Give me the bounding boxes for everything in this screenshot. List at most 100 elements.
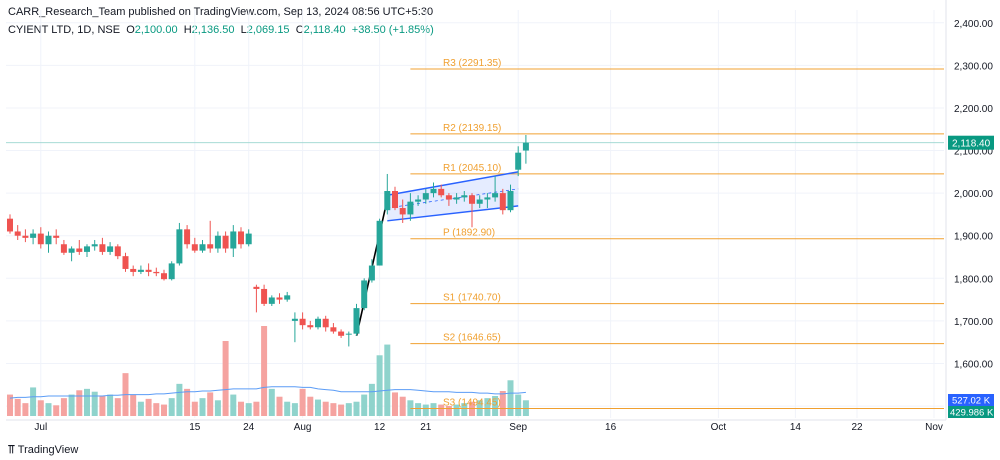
volume-bar — [238, 401, 244, 416]
price-tick-label: 2,400.00 — [954, 19, 993, 30]
volume-bars — [7, 326, 529, 416]
candle-body — [45, 235, 52, 245]
volume-bar — [130, 394, 137, 416]
volume-bar — [114, 398, 121, 416]
low-value: 2,069.15 — [246, 24, 290, 36]
volume-bar — [484, 398, 491, 416]
volume-bar — [37, 400, 44, 416]
candle-body — [453, 197, 460, 200]
candle-body — [384, 191, 391, 211]
grid — [6, 10, 944, 418]
pivot-label: S2 (1646.65) — [443, 333, 501, 344]
time-tick-label: Aug — [294, 422, 312, 433]
time-tick-label: 24 — [243, 422, 255, 433]
channel-fill — [387, 171, 519, 221]
volume-bar — [261, 326, 268, 416]
candle-body — [299, 318, 306, 326]
candle-body — [122, 256, 129, 269]
symbol-legend: CYIENT LTD, 1D, NSE O2,100.00 H2,136.50 … — [8, 24, 434, 36]
candle-body — [399, 208, 406, 215]
close-value: 2,118.40 — [303, 24, 346, 36]
candle-body — [361, 280, 368, 309]
open-label: O — [126, 24, 135, 36]
volume-bar — [76, 390, 83, 416]
candle-body — [91, 244, 98, 247]
candle-body — [207, 244, 214, 249]
volume-bar — [361, 394, 368, 416]
volume-bar — [330, 403, 337, 416]
volume-bar — [214, 400, 221, 416]
candle-body — [53, 235, 60, 238]
volume-bar — [207, 392, 214, 416]
volume-tag — [948, 406, 994, 418]
candle-body — [469, 195, 475, 204]
volume-bar — [276, 396, 283, 416]
last-price-tag — [948, 135, 994, 150]
candle-body — [322, 318, 329, 328]
low-label: L — [240, 24, 247, 36]
candle-body — [60, 244, 67, 253]
high-label: H — [183, 24, 192, 36]
candle-body — [507, 191, 514, 211]
candle-body — [345, 333, 352, 335]
volume-bar — [137, 401, 144, 416]
volume-bar — [307, 396, 314, 416]
channel-lower-line — [387, 205, 519, 222]
volume-bar — [499, 391, 506, 416]
volume-tag-label: 429.986 K — [950, 408, 994, 419]
volume-bar — [222, 341, 229, 416]
pivot-label: R3 (2291.35) — [443, 58, 501, 69]
volume-bar — [161, 404, 167, 416]
volume-bar — [253, 401, 260, 416]
candle-body — [76, 248, 83, 252]
candle-body — [14, 231, 21, 236]
time-tick-label: Nov — [925, 422, 943, 433]
high-value: 2,136.50 — [191, 24, 235, 36]
volume-bar — [507, 380, 514, 416]
tradingview-brand[interactable]: ⫪ TradingView — [8, 442, 78, 457]
candle-body — [315, 318, 321, 328]
candle-body — [137, 269, 144, 272]
last-price-tag-label: 2,118.40 — [952, 139, 991, 150]
candle-body — [191, 244, 198, 251]
candle-body — [245, 233, 252, 245]
volume-bar — [445, 406, 452, 416]
candle-body — [407, 201, 414, 215]
time-tick-label: 12 — [374, 422, 386, 433]
candle-body — [7, 218, 13, 232]
price-tick-label: 2,300.00 — [954, 61, 993, 72]
volume-bar — [230, 394, 237, 416]
open-value: 2,100.00 — [134, 24, 178, 36]
pivot-lines: R3 (2291.35) R2 (2139.15) R1 (2045.10) P (1… — [6, 58, 944, 409]
volume-bar — [315, 399, 321, 416]
volume-bar — [353, 401, 360, 416]
time-tick-label: 15 — [189, 422, 201, 433]
candle-body — [445, 195, 452, 200]
candle-body — [168, 263, 175, 280]
candle-body — [515, 152, 522, 170]
candle-body — [476, 199, 483, 204]
candle-body — [291, 318, 298, 321]
volume-bar — [107, 394, 114, 416]
volume-bar — [515, 394, 522, 416]
volume-bar — [91, 391, 98, 416]
publisher-caption: CARR_Research_Team published on TradingV… — [8, 6, 434, 18]
volume-bar — [338, 404, 345, 416]
volume-bar — [415, 403, 422, 416]
axes: 1,500.001,600.001,700.001,800.001,900.00… — [6, 0, 994, 433]
volume-bar — [184, 388, 191, 416]
candle-body — [114, 246, 121, 257]
volume-bar — [438, 404, 445, 416]
candles — [7, 134, 529, 347]
pivot-label: R2 (2139.15) — [443, 123, 501, 134]
candle-body — [153, 271, 160, 274]
volume-bar — [22, 403, 29, 416]
volume-ma-line — [9, 386, 526, 399]
brand-name: TradingView — [17, 443, 79, 456]
volume-bar — [176, 383, 183, 416]
volume-bar — [399, 396, 406, 416]
volume-bar — [53, 405, 60, 416]
candle-body — [238, 231, 244, 245]
candle-body — [438, 188, 445, 196]
